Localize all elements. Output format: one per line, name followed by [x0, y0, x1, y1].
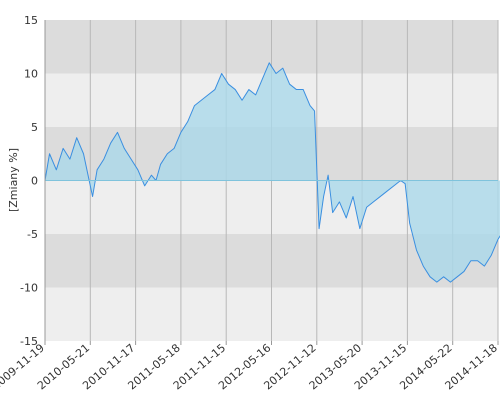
y-tick-label: -15 — [20, 335, 38, 348]
series-area-fill — [45, 62, 500, 283]
y-tick-label: 0 — [31, 175, 38, 188]
x-axis-ticks: 2009-11-192010-05-212010-11-172011-05-18… — [0, 341, 500, 392]
series-line — [44, 62, 500, 283]
y-axis-label: [Zmiany %] — [7, 148, 20, 212]
y-tick-label: -5 — [27, 228, 38, 241]
y-tick-label: -10 — [20, 282, 38, 295]
y-axis-ticks: 15 10 5 0 -5 -10 -15 — [20, 14, 46, 348]
y-tick-label: 10 — [24, 68, 38, 81]
y-tick-label: 15 — [24, 14, 38, 27]
series-line-path — [44, 62, 500, 283]
series-area — [45, 62, 500, 283]
y-tick-label: 5 — [31, 121, 38, 134]
